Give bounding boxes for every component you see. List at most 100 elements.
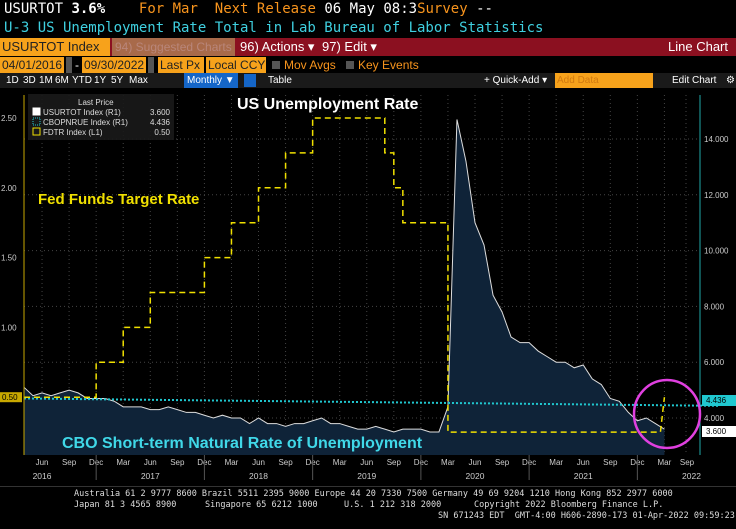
footer-us: U.S. 1 212 318 2000 (344, 500, 442, 510)
controls: 04/01/2016 - 09/30/2022 Last Px Local CC… (0, 57, 736, 73)
period-6m[interactable]: 6M (55, 75, 69, 86)
x-tick-label: Mar (333, 458, 347, 467)
add-data-input[interactable]: Add Data (555, 73, 653, 88)
highlight-circle (632, 378, 702, 450)
period-1m[interactable]: 1M (39, 75, 53, 86)
right-tick-label: 8.000 (704, 302, 725, 311)
grid (24, 95, 700, 455)
x-tick-label: Sep (603, 458, 618, 467)
legend-swatch (32, 107, 41, 116)
suggested-charts-button[interactable]: 94) Suggested Charts (112, 38, 235, 56)
fed-funds-line (24, 117, 666, 433)
annotation-unemployment: US Unemployment Rate (237, 96, 418, 113)
legend-box (28, 94, 174, 140)
legend-title: Last Price (78, 98, 114, 107)
key-events-label[interactable]: Key Events (358, 58, 419, 72)
period-3d[interactable]: 3D (23, 75, 36, 86)
x-tick-label: Sep (170, 458, 185, 467)
ticker-value: 3.6% (71, 1, 106, 17)
currency-select[interactable]: Local CCY (206, 57, 266, 73)
toolbar: USURTOT Index 94) Suggested Charts 96) A… (0, 38, 736, 56)
x-year-label: 2020 (466, 471, 485, 481)
annotation-fdtr: Fed Funds Target Rate (38, 191, 199, 208)
period-bar: 1D 3D 1M 6M YTD 1Y 5Y Max Monthly ▼ Tabl… (0, 73, 736, 88)
period-5y[interactable]: 5Y (111, 75, 124, 86)
x-tick-label: Jun (144, 458, 157, 467)
mov-avgs-checkbox[interactable] (272, 61, 280, 69)
x-year-label: 2017 (141, 471, 160, 481)
security-field[interactable]: USURTOT Index (0, 38, 110, 56)
legend-entry: CBOPNRUE Index (R1) (43, 118, 128, 127)
legend-swatch (32, 117, 41, 126)
period-1d[interactable]: 1D (6, 75, 19, 86)
right-tick-label: 12.000 (704, 191, 729, 200)
quick-add-button[interactable]: + Quick-Add ▾ (484, 75, 548, 86)
end-date-input[interactable]: 09/30/2022 (82, 57, 146, 73)
footer-singapore: Singapore 65 6212 1000 (205, 500, 318, 510)
x-tick-label: Mar (116, 458, 130, 467)
start-date-input[interactable]: 04/01/2016 (0, 57, 64, 73)
period: For Mar (138, 1, 198, 17)
right-tick-label: 6.000 (704, 358, 725, 367)
footer-session: SN 671243 EDT GMT-4:00 H606-2890-173 01-… (438, 511, 735, 521)
key-events-checkbox[interactable] (346, 61, 354, 69)
legend-last-value: 4.436 (150, 118, 171, 127)
ticker-line: USURTOT 3.6% For Mar Next Release 06 May… (4, 1, 493, 17)
actions-button[interactable]: 96) Actions ▾ (240, 39, 315, 54)
left-tick-label: 0.50 (2, 393, 18, 402)
footer-japan: Japan 81 3 4565 8900 (74, 500, 177, 510)
x-year-label: 2021 (574, 471, 593, 481)
description: U-3 US Unemployment Rate Total in Lab Bu… (4, 20, 544, 36)
unemployment-line (23, 119, 665, 433)
unemployment-last-value-marker (702, 426, 736, 437)
x-tick-label: Sep (387, 458, 402, 467)
period-1y[interactable]: 1Y (94, 75, 107, 86)
x-tick-label: Jun (36, 458, 49, 467)
right-tick-label: 14.000 (704, 135, 729, 144)
x-tick-label: Sep (278, 458, 293, 467)
next-release-label: Next Release (214, 1, 316, 17)
left-tick-label: 1.50 (1, 254, 17, 263)
settings-icon[interactable]: ⚙ (726, 75, 735, 86)
edit-chart-button[interactable]: Edit Chart (672, 75, 717, 86)
edit-button[interactable]: 97) Edit ▾ (322, 39, 377, 54)
unemployment-last-value: 3.600 (706, 427, 727, 436)
x-tick-label: Sep (62, 458, 77, 467)
footer-copyright: Copyright 2022 Bloomberg Finance L.P. (474, 500, 664, 510)
table-button[interactable]: Table (268, 75, 292, 86)
cbo-last-value: 4.436 (706, 396, 727, 405)
frequency-select[interactable]: Monthly ▼ (184, 73, 238, 88)
annotation-cbo: CBO Short-term Natural Rate of Unemploym… (62, 435, 423, 452)
line-chart-icon[interactable] (244, 74, 256, 87)
right-tick-label: 10.000 (704, 247, 729, 256)
left-tick-label: 1.00 (1, 323, 17, 332)
footer-contacts: Australia 61 2 9777 8600 Brazil 5511 239… (74, 489, 673, 499)
x-tick-label: Sep (495, 458, 510, 467)
line-chart: Jun Sep Dec Mar Jun Sep Dec Mar Jun Sep Dec Mar Jun S… (0, 94, 736, 481)
x-tick-label: Mar (549, 458, 563, 467)
unemployment-area (24, 119, 665, 455)
left-tick-label: 2.00 (1, 184, 17, 193)
field-select[interactable]: Last Px (158, 57, 204, 73)
legend-last-value: 3.600 (150, 108, 171, 117)
calendar-icon[interactable] (148, 57, 154, 73)
x-tick-label: Mar (658, 458, 672, 467)
x-tick-label: Jun (252, 458, 265, 467)
calendar-icon[interactable] (66, 57, 72, 73)
legend-entry: USURTOT Index (R1) (43, 108, 121, 117)
x-year-label: 2016 (33, 471, 52, 481)
x-tick-label: Mar (441, 458, 455, 467)
footer: Australia 61 2 9777 8600 Brazil 5511 239… (0, 486, 736, 521)
survey: -- (476, 1, 493, 17)
x-tick-label: Jun (360, 458, 373, 467)
legend-entry: FDTR Index (L1) (43, 128, 103, 137)
right-tick-label: 4.000 (704, 414, 725, 423)
mov-avgs-label[interactable]: Mov Avgs (284, 58, 336, 72)
x-year-label: 2019 (357, 471, 376, 481)
date-separator: - (75, 58, 79, 72)
period-ytd[interactable]: YTD (72, 75, 92, 86)
x-tick-label: Jun (577, 458, 590, 467)
period-max[interactable]: Max (129, 75, 148, 86)
cbo-last-value-marker (702, 395, 736, 406)
x-year-label: 2022 (682, 471, 701, 481)
